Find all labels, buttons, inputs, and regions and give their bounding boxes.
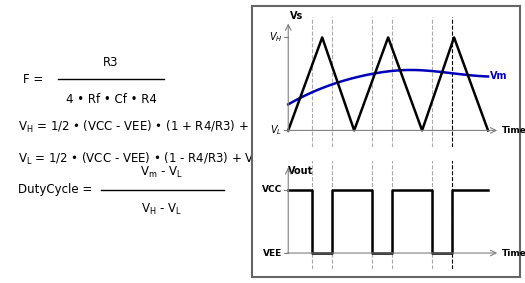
Text: F =: F = [23,73,43,86]
Text: VEE: VEE [263,248,282,258]
Text: Vs: Vs [290,11,303,21]
Text: $V_H$: $V_H$ [269,31,282,44]
Text: Vout: Vout [288,166,313,176]
Text: R3: R3 [103,56,119,69]
Text: $\mathsf{V_m}$ - $\mathsf{V_L}$: $\mathsf{V_m}$ - $\mathsf{V_L}$ [140,165,183,180]
Text: Time: Time [502,248,525,258]
Text: $V_L$: $V_L$ [270,123,282,137]
Text: $\mathsf{V_L}$ = 1/2 • (VCC - VEE) • (1 - R4/R3) + VEE: $\mathsf{V_L}$ = 1/2 • (VCC - VEE) • (1 … [18,151,268,166]
Text: VCC: VCC [262,185,282,194]
Text: Time: Time [502,126,525,135]
Text: 4 • Rf • Cf • R4: 4 • Rf • Cf • R4 [66,93,156,106]
Text: $\mathsf{V_H}$ = 1/2 • (VCC - VEE) • (1 + R4/R3) + VEE: $\mathsf{V_H}$ = 1/2 • (VCC - VEE) • (1 … [18,119,276,135]
Text: $\mathsf{V_H}$ - $\mathsf{V_L}$: $\mathsf{V_H}$ - $\mathsf{V_L}$ [141,202,182,217]
Text: Vm: Vm [490,72,508,82]
Text: DutyCycle =: DutyCycle = [18,183,92,196]
